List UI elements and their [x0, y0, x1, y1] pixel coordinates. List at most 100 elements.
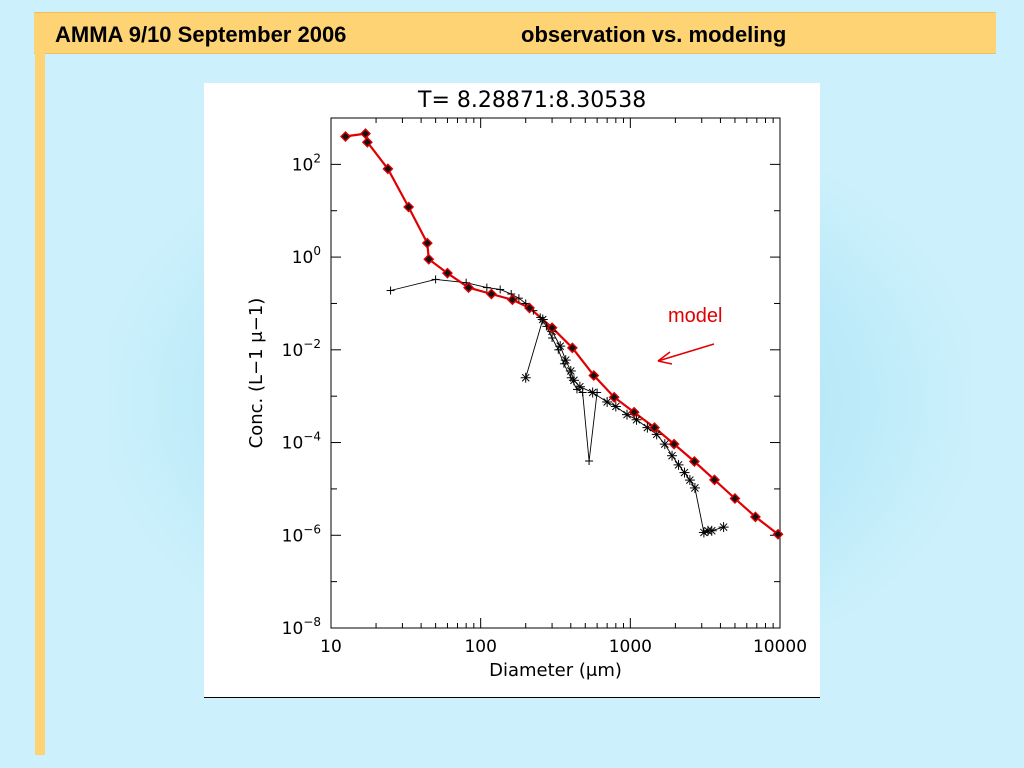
plus-point [559, 359, 568, 368]
star-point-ray [588, 388, 597, 397]
plus-point [482, 283, 491, 292]
model-point [463, 282, 475, 294]
star-point-ray [575, 382, 584, 391]
plus-point [521, 299, 530, 308]
star-point [718, 522, 729, 533]
model-point [729, 493, 741, 505]
star-point [610, 401, 621, 412]
model-point [360, 128, 371, 140]
model-point [648, 422, 660, 434]
plot-frame [330, 117, 781, 629]
star-point-ray [719, 523, 728, 531]
model-annotation-label: model [668, 305, 723, 327]
model-arrow-head-upper [657, 351, 671, 362]
model-point [688, 456, 700, 467]
star-point-ray [699, 528, 708, 537]
star-point-ray [707, 526, 716, 535]
star-point [679, 467, 690, 478]
slide-title: AMMA 9/10 September 2006 [55, 22, 347, 47]
star-point [673, 459, 684, 470]
star-point [574, 381, 585, 392]
model-arrow-icon [657, 343, 715, 365]
chart-title: T= 8.28871:8.30538 [417, 88, 646, 113]
chart: T= 8.28871:8.30538 10 100 1000 10000 10−8 10−6… [246, 88, 807, 681]
model-arrow-shaft [657, 343, 715, 362]
model-point [588, 369, 600, 381]
model-point [421, 237, 433, 249]
star-point-ray [680, 468, 689, 477]
model-point [524, 302, 535, 314]
model-point [340, 130, 351, 142]
model-point [485, 288, 497, 300]
star-point [706, 525, 717, 536]
slide-subtitle: observation vs. modeling [521, 22, 787, 47]
star-point [537, 314, 548, 325]
star-point-ray [652, 430, 661, 439]
side-accent-bar [35, 52, 45, 755]
star-point-ray [570, 376, 578, 385]
model-point [749, 511, 761, 523]
star-point-ray [632, 415, 641, 424]
model-point [403, 201, 415, 213]
observation-line-plus [390, 278, 598, 462]
x-tick-label: 100 [464, 637, 496, 657]
model-point [772, 528, 784, 540]
plus-point [554, 345, 563, 354]
star-point-ray [521, 373, 530, 382]
y-tick-label: 100 [292, 244, 321, 268]
star-point-ray [691, 484, 699, 492]
y-axis-label: Conc. (L−1 μ−1) [246, 298, 267, 449]
star-point [659, 439, 670, 450]
y-tick-label: 10−6 [282, 522, 321, 546]
y-tick-label: 102 [292, 151, 321, 175]
plot-panel: T= 8.28871:8.30538 10 100 1000 10000 10−8 10−6… [204, 83, 820, 698]
y-tick-label: 10−4 [282, 430, 321, 454]
star-point-ray [674, 460, 683, 469]
x-tick-label: 1000 [609, 637, 652, 657]
star-point-ray [660, 440, 669, 449]
title-bar [34, 12, 996, 54]
plus-point [585, 456, 594, 465]
star-point [555, 341, 566, 352]
model-point [361, 136, 373, 148]
y-tick-label: 10−8 [282, 615, 321, 639]
star-point [560, 355, 571, 366]
star-point [520, 372, 531, 383]
model-point [608, 391, 620, 403]
model-point [566, 342, 578, 354]
star-point [602, 396, 613, 407]
x-tick-label: 10000 [753, 637, 807, 657]
star-point-ray [686, 476, 694, 484]
star-point-ray [566, 367, 575, 375]
plus-point [431, 275, 440, 284]
model-point [628, 406, 640, 418]
star-point [587, 387, 598, 398]
x-axis-label: Diameter (μm) [489, 660, 622, 681]
star-point-ray [603, 398, 612, 406]
plot-area [340, 128, 784, 540]
star-point-ray [561, 356, 570, 364]
model-arrow-head-lower [657, 360, 673, 365]
model-point [668, 438, 680, 450]
model-point [423, 253, 435, 265]
star-point [689, 482, 700, 493]
star-point-ray [556, 342, 565, 351]
star-point-ray [643, 423, 652, 432]
star-point [698, 527, 709, 538]
star-point-ray [538, 315, 547, 324]
model-line [345, 132, 779, 536]
model-point [441, 267, 453, 279]
star-point [684, 475, 695, 486]
x-tick-label: 10 [320, 637, 342, 657]
model-point [708, 474, 720, 486]
plus-point [386, 286, 395, 295]
model-point [506, 294, 518, 306]
star-point [667, 450, 678, 461]
star-point [568, 375, 579, 386]
plus-point [496, 285, 505, 294]
model-point [382, 163, 394, 175]
model-point [546, 322, 558, 334]
star-point-ray [668, 451, 676, 460]
star-point-ray [611, 402, 620, 411]
star-point [565, 365, 576, 376]
